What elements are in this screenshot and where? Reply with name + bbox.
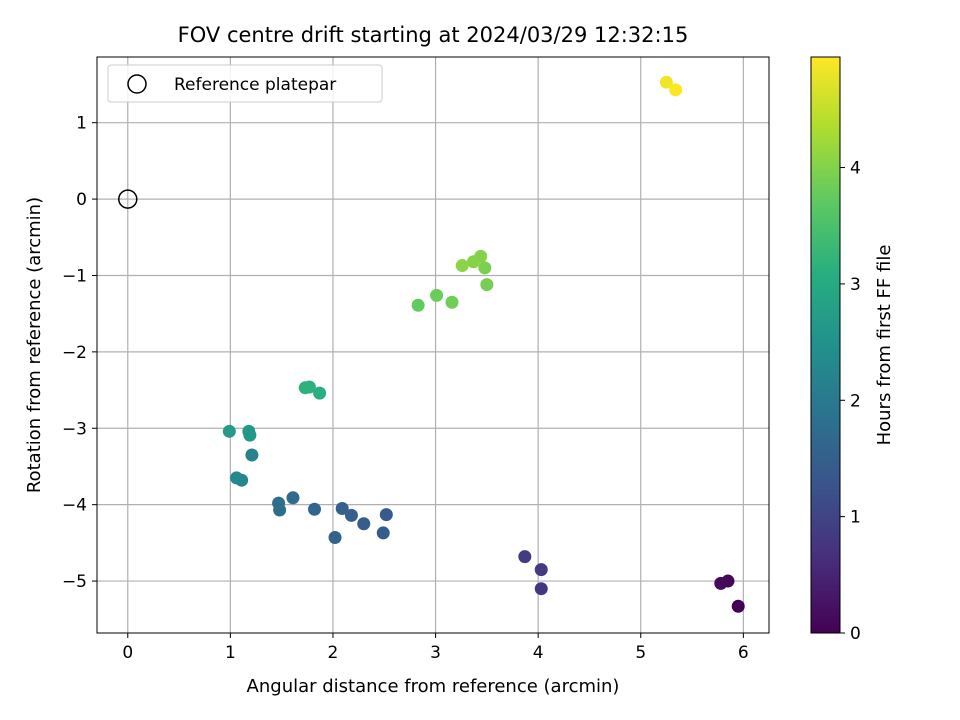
legend: Reference platepar: [107, 64, 383, 103]
plot-area-frame: [96, 56, 770, 634]
y-tick-label: −3: [62, 419, 87, 439]
y-tick-label: 1: [76, 114, 87, 134]
data-point: [731, 599, 745, 613]
colorbar-gradient: [810, 56, 841, 634]
data-point: [376, 526, 390, 540]
data-point: [534, 563, 548, 577]
data-point: [478, 261, 492, 275]
reference-platepar-marker: [118, 189, 138, 209]
data-point: [344, 508, 358, 522]
chart-title: FOV centre drift starting at 2024/03/29 …: [178, 23, 689, 47]
colorbar: 0 1 2 3 4 Hours from first FF file: [810, 56, 895, 644]
data-point: [379, 508, 393, 522]
x-tick-label: 2: [328, 643, 339, 663]
data-point: [534, 582, 548, 596]
colorbar-tick-label: 3: [850, 275, 861, 295]
data-point: [298, 381, 312, 395]
colorbar-ticks: 0 1 2 3 4: [840, 159, 861, 644]
data-points: [222, 75, 745, 613]
data-point: [714, 576, 728, 590]
colorbar-tick-label: 4: [850, 159, 861, 179]
data-point: [411, 298, 425, 312]
data-point: [245, 448, 259, 462]
y-tick-label: −5: [62, 572, 87, 592]
data-point: [242, 424, 256, 438]
x-axis-ticks: 0 1 2 3 4 5 6: [122, 633, 749, 663]
data-point: [669, 83, 683, 97]
data-point: [286, 491, 300, 505]
data-point: [659, 75, 673, 89]
x-tick-label: 4: [533, 643, 544, 663]
colorbar-label: Hours from first FF file: [874, 245, 895, 446]
x-axis-label: Angular distance from reference (arcmin): [247, 676, 620, 697]
y-axis-label: Rotation from reference (arcmin): [24, 197, 45, 493]
data-point: [467, 255, 481, 269]
data-point: [222, 424, 236, 438]
y-tick-label: −1: [62, 266, 87, 286]
data-point: [480, 278, 494, 292]
legend-box: [107, 64, 383, 103]
data-point: [445, 295, 459, 309]
y-tick-label: −2: [62, 343, 87, 363]
grid-lines: [97, 57, 769, 633]
legend-reference-marker: [127, 74, 147, 94]
data-point: [455, 259, 469, 273]
data-point: [230, 471, 244, 485]
data-point: [357, 517, 371, 531]
data-point: [313, 386, 327, 400]
x-tick-label: 0: [122, 643, 133, 663]
colorbar-tick-label: 1: [850, 508, 861, 528]
colorbar-tick-label: 2: [850, 391, 861, 411]
data-point: [328, 531, 342, 545]
y-tick-label: −4: [62, 496, 87, 516]
y-tick-label: 0: [76, 190, 87, 210]
colorbar-tick-label: 0: [850, 624, 861, 644]
x-tick-label: 5: [635, 643, 646, 663]
data-point: [335, 501, 349, 515]
data-point: [272, 496, 286, 510]
y-axis-ticks: 1 0 −1 −2 −3 −4 −5: [62, 114, 97, 592]
x-tick-label: 3: [430, 643, 441, 663]
x-tick-label: 6: [738, 643, 749, 663]
x-tick-label: 1: [225, 643, 236, 663]
data-point: [308, 502, 322, 516]
data-point: [518, 550, 532, 564]
legend-entry-reference: Reference platepar: [174, 75, 336, 95]
data-point: [430, 288, 444, 302]
